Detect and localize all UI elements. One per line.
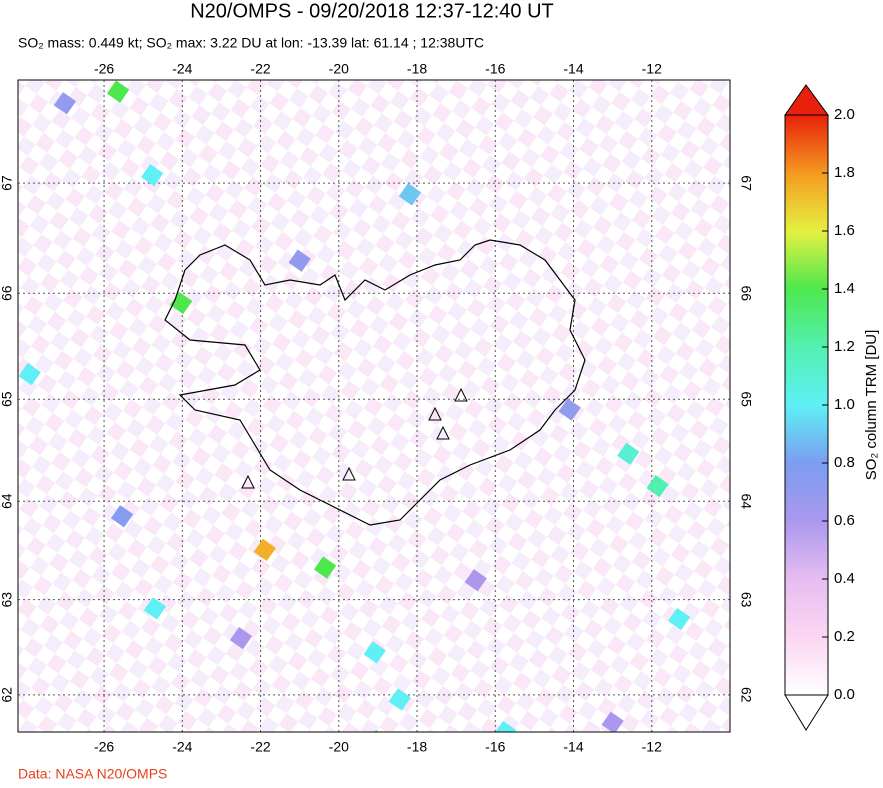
x-tick-label: -12 <box>642 61 662 77</box>
title: N20/OMPS - 09/20/2018 12:37-12:40 UT <box>190 0 554 22</box>
x-tick-label: -16 <box>485 739 505 755</box>
x-tick-label: -24 <box>172 61 192 77</box>
colorbar-tick-label: 1.2 <box>834 338 855 355</box>
subtitle: SO₂ mass: 0.449 kt; SO₂ max: 3.22 DU at … <box>18 35 484 51</box>
x-tick-label: -22 <box>250 61 270 77</box>
so2-pixel <box>18 362 41 386</box>
so2-pixel <box>110 505 134 528</box>
so2-pixel <box>586 763 608 783</box>
so2-pixel <box>646 475 669 498</box>
colorbar <box>784 84 829 731</box>
so2-pixel <box>313 556 337 579</box>
x-tick-label: -14 <box>563 739 583 755</box>
colorbar-tick-label: 0.8 <box>834 454 855 471</box>
so2-pixel <box>617 442 640 465</box>
colorbar-tick-label: 0.6 <box>834 512 855 529</box>
so2-pixel <box>143 597 167 620</box>
so2-pixel <box>363 641 386 664</box>
x-tick-label: -26 <box>94 61 114 77</box>
colorbar-tick-label: 0.4 <box>834 570 855 587</box>
pixels <box>18 80 691 783</box>
y-tick-label: 66 <box>0 285 15 301</box>
colorbar-tick-label: 1.4 <box>834 280 855 297</box>
colorbar-max-arrow <box>784 84 829 116</box>
colorbar-label: SO₂ column TRM [DU] <box>863 330 880 481</box>
volcanoes <box>241 387 468 489</box>
colorbar-tick-label: 1.0 <box>834 396 855 413</box>
x-tick-label: -12 <box>642 739 662 755</box>
y-tick-label: 65 <box>0 391 15 407</box>
colorbar-body <box>784 114 829 696</box>
coastline <box>164 239 586 526</box>
y-tick-label: 63 <box>0 592 15 608</box>
y-tick-label: 64 <box>738 493 754 509</box>
x-tick-label: -18 <box>407 61 427 77</box>
so2-pixel <box>229 626 253 650</box>
so2-pixel <box>558 398 581 421</box>
x-tick-label: -22 <box>250 739 270 755</box>
colorbar-tick-label: 1.8 <box>834 164 855 181</box>
x-tick-label: -20 <box>329 61 349 77</box>
colorbar-min-arrow <box>784 694 829 731</box>
y-tick-label: 64 <box>0 493 15 509</box>
colorbar-tick-label: 1.6 <box>834 222 855 239</box>
x-tick-label: -26 <box>94 739 114 755</box>
so2-pixel <box>493 720 517 732</box>
map-frame <box>17 79 731 733</box>
y-tick-label: 65 <box>738 391 754 407</box>
so2-pixel <box>366 730 390 732</box>
x-tick-label: -24 <box>172 739 192 755</box>
so2-pixel <box>398 183 422 206</box>
so2-pixel <box>288 249 311 272</box>
x-tick-label: -16 <box>485 61 505 77</box>
y-tick-label: 67 <box>0 175 15 191</box>
so2-pixel <box>668 607 691 631</box>
credit: Data: NASA N20/OMPS <box>18 766 167 782</box>
so2-pixel <box>253 538 276 562</box>
so2-pixel <box>639 770 661 783</box>
so2-pixel <box>141 164 164 187</box>
y-tick-label: 67 <box>738 175 754 191</box>
so2-pixel <box>107 80 130 103</box>
x-tick-label: -20 <box>329 739 349 755</box>
y-tick-label: 66 <box>738 285 754 301</box>
colorbar-tick-label: 0.0 <box>834 686 855 703</box>
map-texture <box>18 80 730 732</box>
x-tick-label: -14 <box>563 61 583 77</box>
colorbar-tick-label: 2.0 <box>834 106 855 123</box>
so2-pixel <box>464 569 487 592</box>
so2-pixel <box>601 711 624 732</box>
y-tick-label: 62 <box>0 687 15 703</box>
colorbar-tick-label: 0.2 <box>834 628 855 645</box>
y-tick-label: 63 <box>738 592 754 608</box>
y-tick-label: 62 <box>738 687 754 703</box>
so2-pixel <box>388 688 411 711</box>
x-tick-label: -18 <box>407 739 427 755</box>
so2-pixel <box>53 92 77 115</box>
